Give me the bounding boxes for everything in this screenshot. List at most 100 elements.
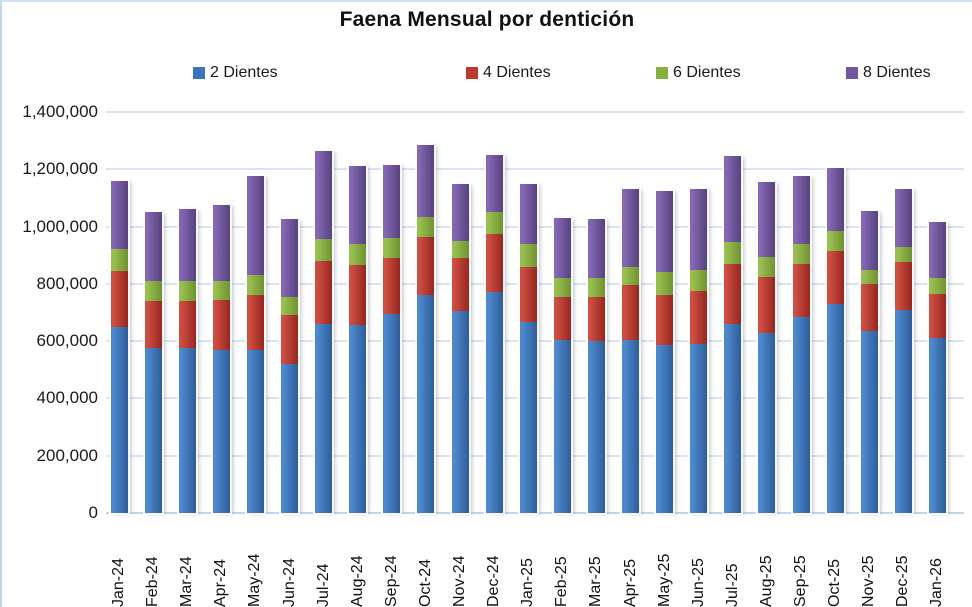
bar-segment-4-dientes[interactable] (587, 296, 605, 342)
bar-jul-25[interactable] (722, 154, 744, 515)
bar-segment-6-dientes[interactable] (349, 243, 367, 266)
bar-feb-24[interactable] (142, 210, 164, 515)
bar-segment-8-dientes[interactable] (451, 183, 469, 241)
bar-segment-4-dientes[interactable] (178, 301, 196, 349)
bar-jun-25[interactable] (688, 187, 710, 515)
bar-segment-4-dientes[interactable] (724, 263, 742, 324)
bar-segment-6-dientes[interactable] (451, 240, 469, 259)
bar-segment-8-dientes[interactable] (553, 217, 571, 279)
bar-oct-24[interactable] (415, 142, 437, 515)
bar-segment-8-dientes[interactable] (178, 209, 196, 281)
bar-segment-4-dientes[interactable] (622, 285, 639, 340)
bar-segment-8-dientes[interactable] (417, 144, 435, 217)
bar-segment-6-dientes[interactable] (178, 280, 196, 302)
bar-segment-4-dientes[interactable] (451, 258, 469, 312)
bar-segment-4-dientes[interactable] (212, 299, 230, 350)
bar-segment-4-dientes[interactable] (417, 236, 435, 296)
bar-segment-2-dientes[interactable] (860, 331, 878, 513)
bar-segment-2-dientes[interactable] (519, 322, 537, 513)
bar-segment-4-dientes[interactable] (383, 258, 401, 314)
bar-segment-4-dientes[interactable] (485, 233, 503, 293)
bar-apr-24[interactable] (210, 203, 232, 515)
bar-segment-8-dientes[interactable] (519, 183, 537, 244)
bar-segment-8-dientes[interactable] (349, 166, 367, 244)
bar-segment-6-dientes[interactable] (315, 239, 333, 261)
bar-segment-6-dientes[interactable] (792, 243, 810, 264)
bar-segment-8-dientes[interactable] (894, 189, 912, 247)
bar-segment-8-dientes[interactable] (144, 212, 162, 281)
bar-segment-4-dientes[interactable] (656, 295, 674, 346)
bar-segment-2-dientes[interactable] (894, 309, 912, 513)
bar-segment-8-dientes[interactable] (792, 176, 810, 244)
bar-segment-8-dientes[interactable] (212, 205, 230, 281)
bar-segment-2-dientes[interactable] (246, 349, 264, 513)
bar-segment-4-dientes[interactable] (553, 296, 571, 340)
bar-apr-25[interactable] (620, 187, 641, 515)
bar-aug-24[interactable] (347, 164, 369, 515)
legend-item-8-dientes[interactable]: 8 Dientes (846, 63, 931, 83)
bar-segment-6-dientes[interactable] (826, 230, 844, 251)
bar-segment-2-dientes[interactable] (383, 313, 401, 513)
bar-dec-25[interactable] (892, 187, 914, 515)
bar-jul-24[interactable] (313, 148, 335, 515)
bar-segment-4-dientes[interactable] (144, 301, 162, 349)
bar-segment-2-dientes[interactable] (587, 341, 605, 513)
bar-segment-8-dientes[interactable] (690, 189, 708, 270)
bar-sep-24[interactable] (381, 162, 403, 515)
legend-item-2-dientes[interactable]: 2 Dientes (193, 63, 278, 83)
bar-segment-2-dientes[interactable] (281, 364, 298, 513)
bar-segment-6-dientes[interactable] (212, 280, 230, 300)
bar-segment-8-dientes[interactable] (110, 180, 128, 250)
bar-segment-2-dientes[interactable] (349, 325, 367, 513)
legend-item-6-dientes[interactable]: 6 Dientes (656, 63, 741, 83)
bar-segment-4-dientes[interactable] (894, 262, 912, 310)
bar-segment-2-dientes[interactable] (656, 345, 674, 513)
bar-segment-4-dientes[interactable] (315, 260, 333, 324)
bar-segment-8-dientes[interactable] (622, 189, 639, 267)
bar-segment-2-dientes[interactable] (553, 339, 571, 513)
bar-jan-24[interactable] (108, 178, 130, 515)
bar-segment-6-dientes[interactable] (758, 256, 776, 277)
bar-segment-2-dientes[interactable] (212, 349, 230, 513)
bar-segment-6-dientes[interactable] (144, 280, 162, 302)
bar-segment-8-dientes[interactable] (281, 219, 298, 297)
bar-segment-8-dientes[interactable] (246, 176, 264, 276)
bar-segment-6-dientes[interactable] (417, 216, 435, 237)
bar-segment-6-dientes[interactable] (587, 278, 605, 297)
bar-segment-6-dientes[interactable] (690, 269, 708, 291)
bar-segment-8-dientes[interactable] (724, 156, 742, 243)
bar-feb-25[interactable] (551, 215, 573, 515)
bar-segment-4-dientes[interactable] (519, 266, 537, 323)
bar-segment-6-dientes[interactable] (553, 278, 571, 297)
bar-segment-6-dientes[interactable] (656, 272, 674, 296)
bar-segment-6-dientes[interactable] (724, 242, 742, 264)
bar-segment-4-dientes[interactable] (246, 295, 264, 350)
bar-segment-2-dientes[interactable] (792, 316, 810, 513)
bar-segment-2-dientes[interactable] (724, 323, 742, 513)
bar-segment-2-dientes[interactable] (144, 348, 162, 513)
bar-jan-26[interactable] (926, 220, 948, 515)
bar-segment-4-dientes[interactable] (860, 283, 878, 332)
legend-item-4-dientes[interactable]: 4 Dientes (466, 63, 551, 83)
bar-jun-24[interactable] (279, 217, 300, 515)
bar-jan-25[interactable] (517, 181, 539, 515)
bar-mar-25[interactable] (585, 217, 607, 515)
bar-segment-6-dientes[interactable] (894, 246, 912, 263)
bar-segment-8-dientes[interactable] (485, 154, 503, 213)
bar-segment-2-dientes[interactable] (178, 348, 196, 513)
bar-segment-2-dientes[interactable] (622, 339, 639, 513)
bar-segment-4-dientes[interactable] (928, 293, 946, 339)
bar-aug-25[interactable] (756, 180, 778, 515)
bar-segment-8-dientes[interactable] (758, 182, 776, 257)
bar-may-25[interactable] (654, 188, 676, 515)
bar-segment-8-dientes[interactable] (315, 150, 333, 240)
bar-segment-6-dientes[interactable] (622, 266, 639, 286)
bar-segment-2-dientes[interactable] (451, 311, 469, 513)
bar-dec-24[interactable] (483, 152, 505, 515)
bar-segment-4-dientes[interactable] (690, 290, 708, 344)
bar-segment-8-dientes[interactable] (928, 222, 946, 279)
bar-segment-6-dientes[interactable] (281, 296, 298, 316)
bar-segment-6-dientes[interactable] (860, 269, 878, 284)
bar-segment-4-dientes[interactable] (349, 265, 367, 326)
bar-segment-2-dientes[interactable] (417, 295, 435, 513)
